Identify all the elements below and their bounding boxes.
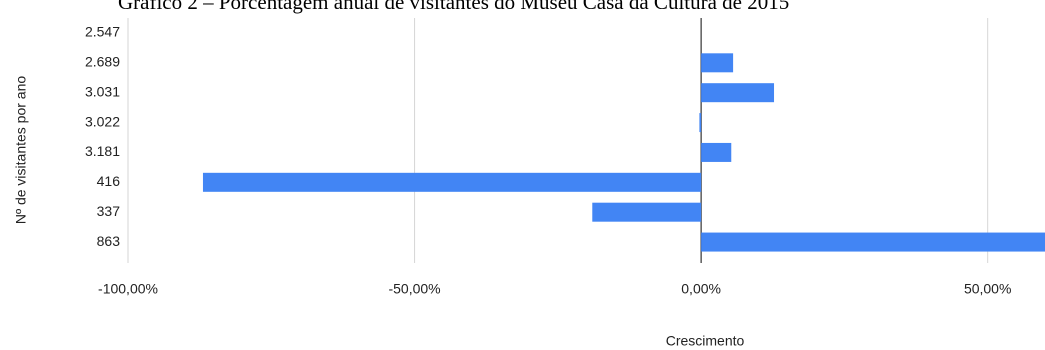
x-tick-label: -50,00% <box>388 281 440 297</box>
bar <box>701 53 734 73</box>
bar <box>202 172 702 192</box>
y-tick-label: 416 <box>97 173 121 189</box>
x-tick-label: 50,00% <box>964 281 1011 297</box>
y-tick-label: 3.181 <box>85 143 120 159</box>
bar <box>592 202 702 222</box>
bar <box>701 83 775 103</box>
chart-title: Gráfico 2 – Porcentagem anual de visitan… <box>118 0 789 14</box>
bars <box>202 53 1045 252</box>
bar <box>699 113 702 133</box>
y-tick-label: 2.547 <box>85 24 120 40</box>
y-tick-label: 863 <box>97 233 121 249</box>
x-tick-label: -100,00% <box>98 281 158 297</box>
x-axis-label: Crescimento <box>666 333 745 349</box>
y-tick-label: 3.031 <box>85 83 120 99</box>
y-tick-label: 337 <box>97 203 121 219</box>
grid <box>127 18 989 263</box>
y-tick-label: 3.022 <box>85 113 120 129</box>
y-tick-label: 2.689 <box>85 54 120 70</box>
x-tick-label: 0,00% <box>681 281 721 297</box>
y-axis-label: Nº de visitantes por ano <box>13 76 29 225</box>
labels: -100,00% -50,00% 0,00% 50,00% 2.547 2.689 3.03… <box>85 24 1011 297</box>
bar <box>701 142 732 162</box>
bar <box>701 232 1045 252</box>
